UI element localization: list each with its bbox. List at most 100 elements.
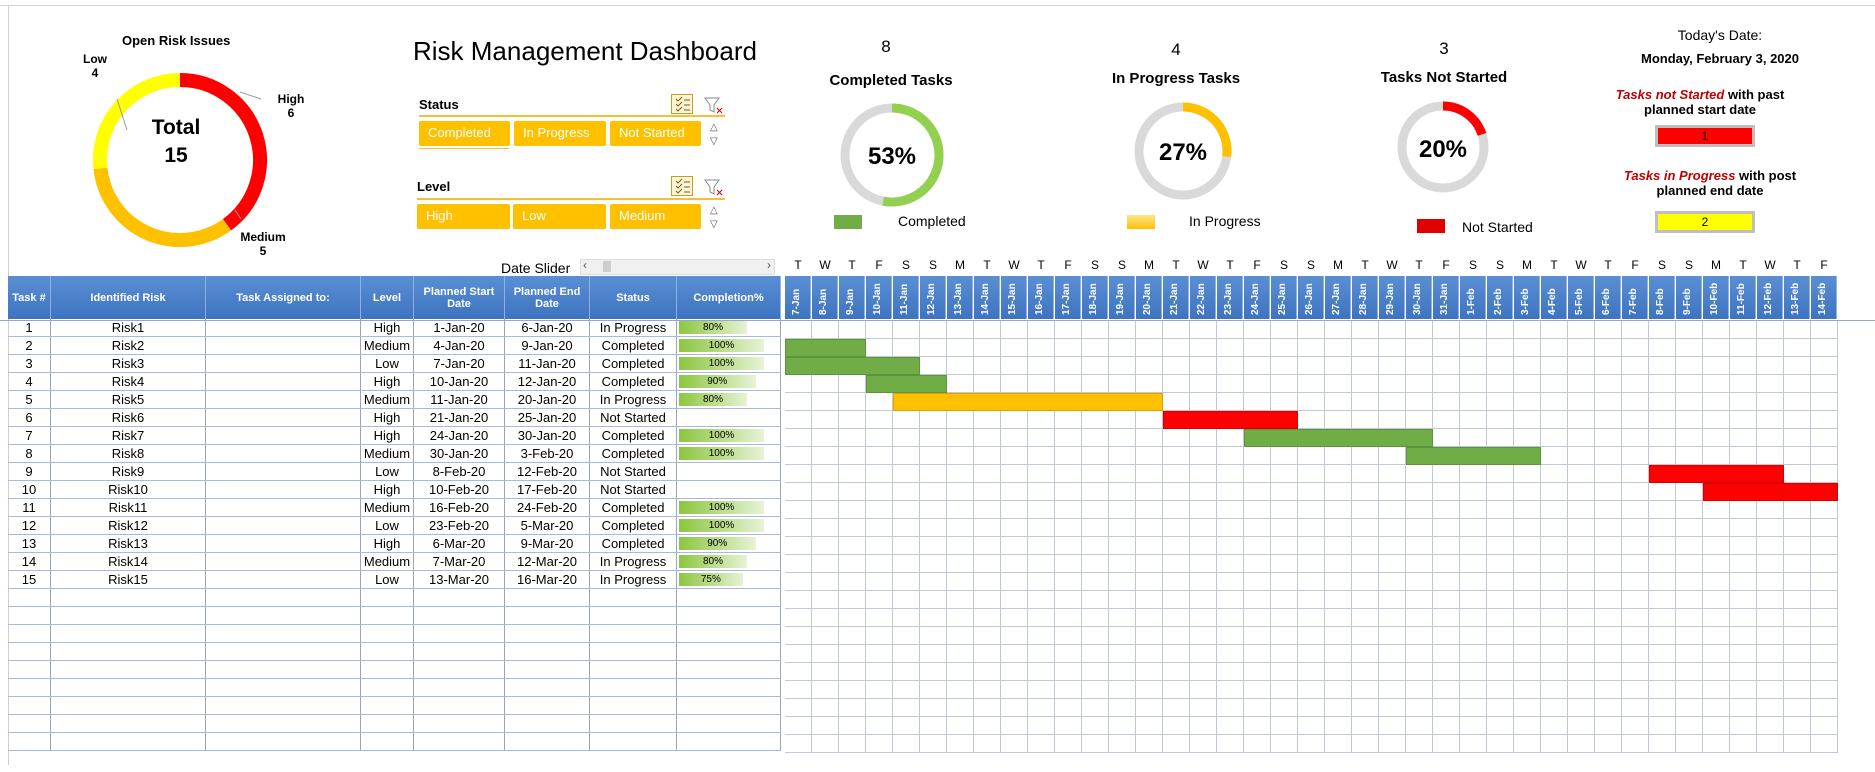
gantt-cell[interactable] xyxy=(812,645,839,663)
gantt-cell[interactable] xyxy=(1298,357,1325,375)
table-cell[interactable]: Medium xyxy=(360,336,414,355)
table-cell[interactable]: 2 xyxy=(8,336,51,355)
gantt-cell[interactable] xyxy=(1190,429,1217,447)
gantt-cell[interactable] xyxy=(1595,483,1622,501)
empty-cell[interactable] xyxy=(8,624,51,643)
gantt-cell[interactable] xyxy=(920,699,947,717)
gantt-cell[interactable] xyxy=(1028,465,1055,483)
gantt-cell[interactable] xyxy=(812,393,839,411)
gantt-cell[interactable] xyxy=(866,735,893,753)
gantt-cell[interactable] xyxy=(1676,627,1703,645)
gantt-cell[interactable] xyxy=(893,717,920,735)
gantt-cell[interactable] xyxy=(893,537,920,555)
empty-cell[interactable] xyxy=(413,606,505,625)
gantt-cell[interactable] xyxy=(1109,429,1136,447)
gantt-cell[interactable] xyxy=(893,591,920,609)
scroll-right-icon[interactable]: › xyxy=(767,258,771,272)
gantt-cell[interactable] xyxy=(785,717,812,735)
gantt-cell[interactable] xyxy=(1379,447,1406,465)
table-cell[interactable]: Not Started xyxy=(589,408,677,427)
gantt-cell[interactable] xyxy=(1055,699,1082,717)
gantt-cell[interactable] xyxy=(839,555,866,573)
gantt-cell[interactable] xyxy=(1190,357,1217,375)
gantt-cell[interactable] xyxy=(1163,735,1190,753)
gantt-cell[interactable] xyxy=(1298,447,1325,465)
gantt-cell[interactable] xyxy=(1676,483,1703,501)
table-cell[interactable]: 12-Mar-20 xyxy=(504,552,590,571)
table-cell[interactable]: 30-Jan-20 xyxy=(504,426,590,445)
gantt-cell[interactable] xyxy=(1325,609,1352,627)
gantt-cell[interactable] xyxy=(1676,321,1703,339)
gantt-cell[interactable] xyxy=(1811,627,1838,645)
gantt-cell[interactable] xyxy=(1433,375,1460,393)
gantt-cell[interactable] xyxy=(866,609,893,627)
gantt-cell[interactable] xyxy=(785,411,812,429)
gantt-cell[interactable] xyxy=(1109,591,1136,609)
gantt-cell[interactable] xyxy=(1676,375,1703,393)
gantt-cell[interactable] xyxy=(893,465,920,483)
gantt-cell[interactable] xyxy=(1136,609,1163,627)
gantt-cell[interactable] xyxy=(1595,429,1622,447)
gantt-cell[interactable] xyxy=(974,321,1001,339)
gantt-cell[interactable] xyxy=(1001,501,1028,519)
gantt-cell[interactable] xyxy=(920,411,947,429)
gantt-cell[interactable] xyxy=(839,645,866,663)
gantt-cell[interactable] xyxy=(1190,519,1217,537)
empty-cell[interactable] xyxy=(205,606,361,625)
gantt-cell[interactable] xyxy=(1622,501,1649,519)
gantt-cell[interactable] xyxy=(1406,393,1433,411)
gantt-cell[interactable] xyxy=(1649,537,1676,555)
gantt-cell[interactable] xyxy=(1190,573,1217,591)
gantt-cell[interactable] xyxy=(1595,537,1622,555)
gantt-cell[interactable] xyxy=(1433,663,1460,681)
gantt-cell[interactable] xyxy=(812,591,839,609)
gantt-cell[interactable] xyxy=(974,735,1001,753)
gantt-cell[interactable] xyxy=(920,465,947,483)
gantt-cell[interactable] xyxy=(1082,483,1109,501)
gantt-cell[interactable] xyxy=(1271,537,1298,555)
gantt-cell[interactable] xyxy=(1406,681,1433,699)
gantt-cell[interactable] xyxy=(1028,555,1055,573)
gantt-cell[interactable] xyxy=(1055,735,1082,753)
gantt-cell[interactable] xyxy=(1325,555,1352,573)
gantt-cell[interactable] xyxy=(920,339,947,357)
gantt-cell[interactable] xyxy=(1352,483,1379,501)
scroll-left-icon[interactable]: ‹ xyxy=(583,258,587,272)
table-cell[interactable]: Risk13 xyxy=(50,534,206,553)
gantt-cell[interactable] xyxy=(1757,357,1784,375)
table-cell[interactable] xyxy=(205,570,361,589)
gantt-cell[interactable] xyxy=(839,663,866,681)
gantt-cell[interactable] xyxy=(1271,735,1298,753)
gantt-cell[interactable] xyxy=(1379,627,1406,645)
table-cell[interactable]: 11 xyxy=(8,498,51,517)
gantt-cell[interactable] xyxy=(1622,465,1649,483)
completion-cell[interactable]: 90% xyxy=(676,372,781,391)
gantt-cell[interactable] xyxy=(1325,447,1352,465)
gantt-cell[interactable] xyxy=(1325,465,1352,483)
gantt-cell[interactable] xyxy=(1298,465,1325,483)
gantt-cell[interactable] xyxy=(1784,573,1811,591)
gantt-cell[interactable] xyxy=(1730,393,1757,411)
gantt-cell[interactable] xyxy=(1352,357,1379,375)
gantt-cell[interactable] xyxy=(1298,519,1325,537)
gantt-cell[interactable] xyxy=(1703,663,1730,681)
gantt-cell[interactable] xyxy=(1190,591,1217,609)
gantt-cell[interactable] xyxy=(1028,645,1055,663)
gantt-cell[interactable] xyxy=(1568,609,1595,627)
empty-cell[interactable] xyxy=(413,660,505,679)
gantt-cell[interactable] xyxy=(1109,573,1136,591)
gantt-cell[interactable] xyxy=(920,555,947,573)
gantt-cell[interactable] xyxy=(893,483,920,501)
gantt-cell[interactable] xyxy=(1514,429,1541,447)
completion-cell[interactable]: 100% xyxy=(676,444,781,463)
gantt-cell[interactable] xyxy=(1433,411,1460,429)
date-slider-scrollbar[interactable]: ‹ › xyxy=(580,258,775,275)
gantt-cell[interactable] xyxy=(1217,519,1244,537)
gantt-cell[interactable] xyxy=(1757,537,1784,555)
gantt-cell[interactable] xyxy=(1136,627,1163,645)
table-row[interactable]: 1 Risk1 High 1-Jan-20 6-Jan-20 In Progress 80% xyxy=(8,319,781,337)
gantt-cell[interactable] xyxy=(1730,501,1757,519)
gantt-cell[interactable] xyxy=(1055,321,1082,339)
gantt-cell[interactable] xyxy=(1082,717,1109,735)
gantt-cell[interactable] xyxy=(1379,321,1406,339)
